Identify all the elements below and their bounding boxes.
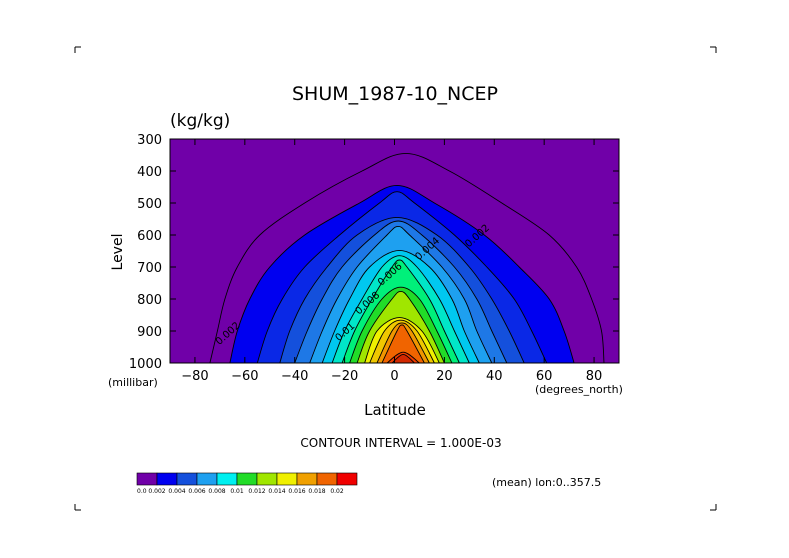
contour-line-0.008 [331, 255, 470, 364]
colorbar-swatch [136, 472, 158, 486]
y-axis-label: Level [110, 234, 126, 271]
colorbar-swatch [296, 472, 318, 486]
y-tick-label: 800 [137, 293, 162, 308]
colorbar-swatch [176, 472, 198, 486]
corner-mark-top-left [74, 46, 81, 53]
contour-line-0.004 [279, 216, 525, 364]
colorbar-swatch [216, 472, 238, 486]
colorbar-swatch [336, 472, 358, 486]
contour-fills [170, 139, 619, 363]
contour-line-0.013 [369, 319, 435, 364]
y-tick-label: 300 [137, 133, 162, 148]
contour-line-0.007 [321, 249, 480, 364]
contour-line-0.001 [209, 152, 605, 364]
colorbar-label: 0.006 [188, 488, 205, 495]
colorbar-swatch [236, 472, 258, 486]
contour-line-0.016 [386, 351, 420, 364]
corner-mark-top-right [710, 46, 717, 53]
y-tick-label: 1000 [129, 357, 162, 372]
contour-lines [209, 152, 605, 364]
y-axis: 300 400 500 600 700 800 900 1000 [129, 133, 619, 372]
contour-line-0.012 [364, 317, 440, 364]
contour-line-0.003 [256, 191, 548, 364]
x-tick-label: −80 [181, 369, 208, 384]
y-tick-label: 400 [137, 165, 162, 180]
colorbar-label: 0.012 [248, 488, 265, 495]
contour-line-0.002 [229, 184, 575, 364]
contour-line-0.015 [381, 324, 425, 364]
x-tick-label: 20 [436, 369, 453, 384]
x-tick-label: 60 [536, 369, 553, 384]
units-label: (kg/kg) [170, 111, 230, 131]
y-tick-label: 500 [137, 197, 162, 212]
x-tick-label: −40 [281, 369, 308, 384]
colorbar-swatch [156, 472, 178, 486]
x-axis: −80 −60 −40 −20 0 20 40 60 80 [181, 139, 602, 384]
subset-label: (mean) lon:0..357.5 [492, 476, 601, 489]
colorbar-label: 0.016 [288, 488, 305, 495]
contour-line-0.014 [376, 322, 430, 364]
colorbar-label: 0.002 [148, 488, 165, 495]
chart-title: SHUM_1987-10_NCEP [292, 83, 498, 105]
contour-line-0.006 [309, 225, 493, 364]
x-tick-label: −60 [231, 369, 258, 384]
colorbar: 0.0 0.002 0.004 0.006 0.008 0.01 0.012 0.014 0.0… [136, 472, 358, 495]
colorbar-label: 0.01 [230, 488, 244, 495]
colorbar-label: 0.008 [208, 488, 225, 495]
y-tick-label: 600 [137, 229, 162, 244]
contour-line-0.011 [356, 290, 445, 364]
contour-fill-0.017 [392, 354, 415, 363]
contour-line-0.010 [349, 286, 453, 364]
corner-mark-bottom-right [710, 504, 717, 511]
y-unit-label: (millibar) [108, 376, 158, 389]
x-unit-label: (degrees_north) [535, 383, 623, 396]
contour-line-0.005 [294, 220, 508, 364]
colorbar-label: 0.014 [268, 488, 285, 495]
colorbar-label: 0.018 [308, 488, 325, 495]
colorbar-swatch [276, 472, 298, 486]
corner-mark-bottom-left [74, 504, 81, 511]
y-tick-label: 700 [137, 261, 162, 276]
contour-fill-0.015 [382, 324, 425, 363]
contour-line-0.009 [341, 259, 460, 364]
x-tick-label: 40 [486, 369, 503, 384]
x-tick-label: 80 [586, 369, 603, 384]
colorbar-swatch [256, 472, 278, 486]
x-tick-label: 0 [390, 369, 398, 384]
colorbar-swatch [316, 472, 338, 486]
contour-interval-label: CONTOUR INTERVAL = 1.000E-03 [300, 436, 501, 450]
colorbar-label: 0.0 [137, 488, 147, 495]
y-tick-label: 900 [137, 325, 162, 340]
x-tick-label: −20 [331, 369, 358, 384]
x-axis-label: Latitude [364, 401, 426, 419]
colorbar-label: 0.004 [168, 488, 185, 495]
colorbar-label: 0.02 [330, 488, 344, 495]
colorbar-swatch [196, 472, 218, 486]
